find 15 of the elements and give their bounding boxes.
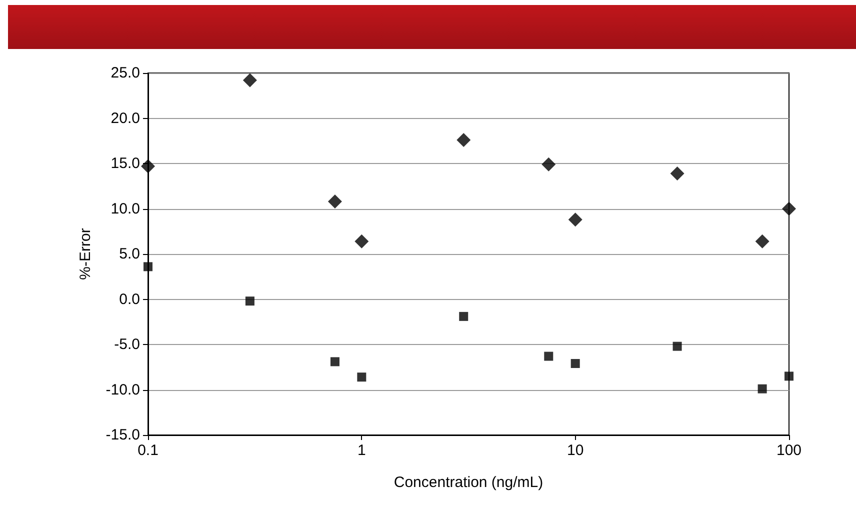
y-tick-label: 0.0	[119, 290, 140, 308]
y-tick-label: 5.0	[119, 246, 140, 262]
y-axis-title: %-Error	[77, 228, 94, 280]
y-tick-label: 10.0	[110, 200, 140, 218]
x-tick-label: 10	[566, 442, 584, 459]
x-tick-label: 100	[776, 442, 802, 459]
y-tick-label: 25.0	[110, 64, 140, 82]
y-tick-label: -5.0	[114, 336, 140, 353]
x-axis-title: Concentration (ng/mL)	[394, 474, 544, 491]
y-tick-label: 15.0	[110, 155, 140, 172]
y-tick-label: -15.0	[106, 426, 140, 444]
x-tick-label: 0.1	[138, 442, 158, 459]
x-tick-label: 1	[357, 442, 366, 459]
y-tick-label: 20.0	[110, 110, 140, 127]
y-tick-label: -10.0	[106, 381, 140, 398]
